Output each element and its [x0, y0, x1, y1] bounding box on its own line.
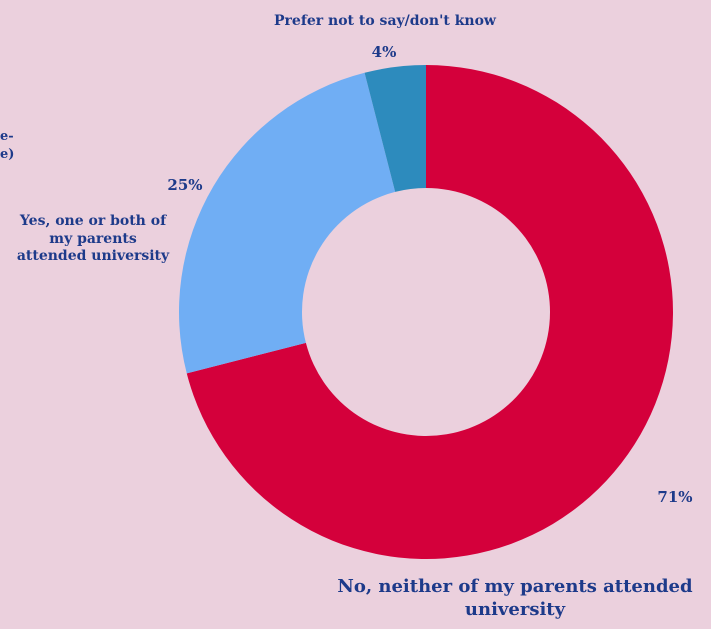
slice-value-label-no: 71% [657, 488, 693, 506]
slice-no [186, 65, 674, 559]
clipped-text-line-1: e- [0, 129, 14, 144]
clipped-left-text: e- e) [0, 128, 14, 163]
slice-category-label-yes: Yes, one or both of my parents attended … [16, 213, 170, 264]
slice-yes [179, 72, 396, 374]
slice-value-label-prefer-not: 4% [371, 43, 397, 61]
clipped-text-line-2: e) [0, 146, 15, 162]
slice-value-label-yes: 25% [167, 176, 203, 194]
slice-category-label-prefer-not: Prefer not to say/don't know [274, 13, 496, 29]
slice-category-label-no: No, neither of my parents attended unive… [337, 576, 693, 620]
slice-prefer-not [364, 65, 426, 192]
